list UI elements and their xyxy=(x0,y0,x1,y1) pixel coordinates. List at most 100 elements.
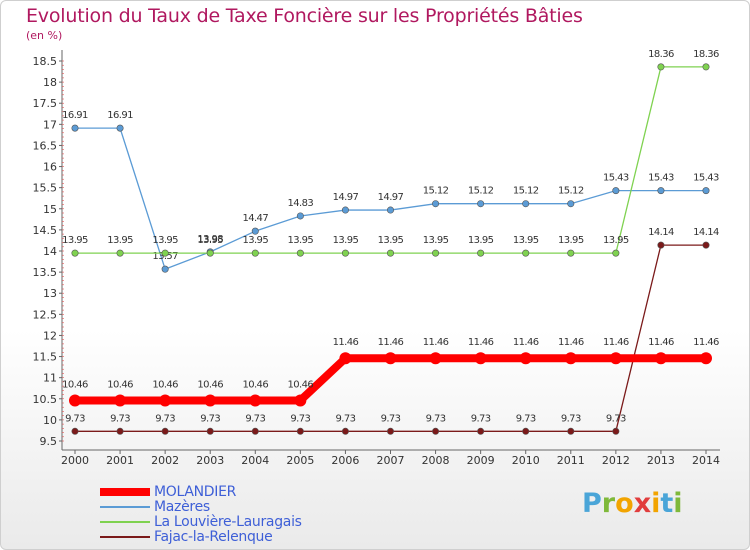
data-label: 10.46 xyxy=(62,379,88,390)
y-tick-label: 13.5 xyxy=(33,266,58,279)
data-label: 15.12 xyxy=(423,186,449,197)
data-label: 13.98 xyxy=(197,234,223,245)
legend-label: Fajac-la-Relenque xyxy=(154,528,273,545)
data-point xyxy=(114,394,127,407)
data-label: 11.46 xyxy=(648,337,674,348)
data-label: 14.14 xyxy=(693,227,719,238)
data-point xyxy=(477,427,485,435)
data-point xyxy=(251,227,259,235)
x-tick-label: 2011 xyxy=(557,454,585,467)
data-label: 13.95 xyxy=(468,235,494,246)
legend-item: Mazères xyxy=(100,498,302,515)
data-point xyxy=(116,427,124,435)
proxiti-logo: Proxiti xyxy=(582,488,683,519)
data-point xyxy=(702,241,710,249)
y-tick-label: 17.5 xyxy=(33,97,58,110)
data-point xyxy=(71,124,79,132)
data-point xyxy=(522,427,530,435)
y-tick-label: 16 xyxy=(43,161,57,174)
data-point xyxy=(432,249,440,257)
data-point xyxy=(71,249,79,257)
legend-label: Mazères xyxy=(154,498,210,515)
x-tick-label: 2001 xyxy=(106,454,134,467)
data-point xyxy=(564,352,577,365)
legend-swatch xyxy=(100,487,150,496)
x-tick-label: 2000 xyxy=(61,454,89,467)
data-label: 11.46 xyxy=(423,337,449,348)
data-label: 15.12 xyxy=(513,186,539,197)
data-label: 9.73 xyxy=(290,413,310,424)
y-tick-label: 10.5 xyxy=(33,393,58,406)
data-point xyxy=(249,394,262,407)
data-point xyxy=(477,200,485,208)
data-label: 9.73 xyxy=(155,413,175,424)
data-point xyxy=(567,200,575,208)
y-tick-label: 13 xyxy=(43,287,57,300)
data-point xyxy=(657,187,665,195)
legend-item: La Louvière-Lauragais xyxy=(100,514,302,530)
data-label: 13.95 xyxy=(242,235,268,246)
data-label: 9.73 xyxy=(516,413,536,424)
data-label: 15.12 xyxy=(468,186,494,197)
data-label: 13.95 xyxy=(333,235,359,246)
x-tick-label: 2007 xyxy=(377,454,405,467)
data-label: 9.73 xyxy=(606,413,626,424)
data-point xyxy=(116,124,124,132)
data-label: 11.46 xyxy=(378,337,404,348)
y-tick-label: 9.5 xyxy=(40,435,58,448)
data-label: 13.95 xyxy=(423,235,449,246)
data-label: 10.46 xyxy=(242,379,268,390)
data-point xyxy=(522,249,530,257)
data-point xyxy=(700,352,712,365)
data-point xyxy=(657,241,665,249)
data-point xyxy=(161,427,169,435)
data-label: 9.73 xyxy=(381,413,401,424)
y-tick-label: 15 xyxy=(43,203,57,216)
x-tick-label: 2014 xyxy=(692,454,720,467)
data-label: 13.95 xyxy=(558,235,584,246)
data-point xyxy=(612,427,620,435)
y-tick-label: 12 xyxy=(43,329,57,342)
data-point xyxy=(612,249,620,257)
data-point xyxy=(341,249,349,257)
x-tick-label: 2005 xyxy=(286,454,314,467)
data-label: 13.95 xyxy=(62,235,88,246)
data-label: 14.47 xyxy=(242,213,268,224)
data-label: 10.46 xyxy=(152,379,178,390)
y-tick-label: 16.5 xyxy=(33,139,58,152)
data-label: 15.43 xyxy=(693,173,719,184)
data-point xyxy=(386,427,394,435)
data-label: 16.91 xyxy=(62,110,88,121)
data-label: 9.73 xyxy=(110,413,130,424)
y-tick-label: 17 xyxy=(43,118,57,131)
data-label: 15.43 xyxy=(603,173,629,184)
data-label: 11.46 xyxy=(468,337,494,348)
data-point xyxy=(294,394,307,407)
y-tick-label: 18 xyxy=(43,76,57,89)
legend: MOLANDIER Mazères La Louvière-Lauragais Faj… xyxy=(100,484,302,545)
y-tick-label: 11 xyxy=(43,372,57,385)
data-label: 14.97 xyxy=(378,192,404,203)
legend-item: MOLANDIER xyxy=(100,484,302,500)
data-label: 18.36 xyxy=(693,49,719,60)
data-point xyxy=(296,212,304,220)
data-label: 13.95 xyxy=(197,235,223,246)
data-point xyxy=(477,249,485,257)
data-point xyxy=(206,427,214,435)
x-tick-label: 2004 xyxy=(241,454,269,467)
x-tick-label: 2002 xyxy=(151,454,179,467)
data-point xyxy=(296,249,304,257)
data-point xyxy=(522,200,530,208)
data-label: 18.36 xyxy=(648,49,674,60)
data-point xyxy=(159,394,172,407)
data-label: 13.95 xyxy=(288,235,314,246)
data-point xyxy=(206,249,214,257)
data-point xyxy=(251,249,259,257)
data-label: 10.46 xyxy=(197,379,223,390)
data-label: 15.43 xyxy=(648,173,674,184)
data-point xyxy=(609,352,622,365)
data-label: 11.46 xyxy=(513,337,539,348)
data-point xyxy=(657,63,665,71)
x-tick-label: 2006 xyxy=(331,454,359,467)
